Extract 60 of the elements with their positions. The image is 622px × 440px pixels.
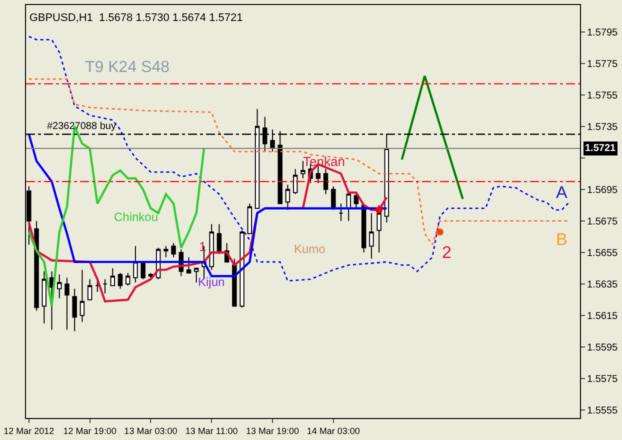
candlestick [42,270,47,324]
candlestick [164,246,168,258]
candlestick [346,192,351,222]
candlestick [232,258,237,307]
candlestick [133,246,138,283]
y-tick-label: 1.5635 [587,280,618,291]
y-tick-label: 1.5595 [587,342,618,354]
candlestick [34,220,39,312]
x-tick-label: 13 Mar 19:00 [246,426,300,436]
annotation: Kumo [294,242,326,256]
candlestick [316,165,321,184]
candlestick [247,203,252,234]
text: GBPUSD,H1 1.5678 1.5730 1.5674 1.5721 [29,12,243,24]
candlestick [285,184,290,210]
annotation: 1 [199,239,206,254]
ref-line-label: 1.5721 [585,143,616,154]
y-tick-label: 1.5555 [587,406,618,417]
candlestick [171,242,176,258]
candlestick [80,269,85,322]
y-tick-label: 1.5695 [587,184,618,196]
y-tick-label: 1.5655 [587,248,618,259]
candlestick [57,274,62,299]
candlestick [338,203,344,222]
annotation: Kijun [198,275,225,289]
candlestick [87,278,92,300]
x-tick-label: 12 Mar 19:00 [63,426,116,436]
annotation: A [556,183,568,202]
candlestick [194,268,199,283]
y-tick-label: 1.5675 [587,216,618,228]
annotation: B [556,230,568,249]
annotation: Tenkan [303,154,345,169]
candlestick [64,277,70,330]
annotation: 2 [442,243,452,262]
x-tick-label: 14 Mar 03:00 [306,426,360,436]
candlestick [118,272,123,290]
x-tick-label: 12 Mar 2012 [4,426,54,436]
candlestick [292,168,298,195]
candlestick [140,261,146,280]
candlestick [323,168,328,195]
y-tick-label: 1.5615 [587,311,618,322]
x-tick-label: 13 Mar 03:00 [124,426,178,436]
y-tick-label: 1.5795 [587,27,618,38]
candlestick [376,204,382,253]
candlestick [240,230,244,308]
candlestick [110,268,116,286]
y-tick-label: 1.5575 [587,374,618,386]
candlestick [72,288,77,332]
candlestick [126,272,130,286]
candlestick [102,278,108,294]
ref-line-label: #23627088 buy [47,121,116,132]
candlestick [186,256,192,274]
y-tick-label: 1.5735 [587,122,618,133]
candlestick [369,212,374,260]
y-tick-label: 1.5775 [587,58,618,70]
x-tick-label: 13 Mar 11:00 [185,426,238,436]
candlestick [216,224,222,255]
annotation: Chinkou [114,210,158,224]
annotation: T9 K24 S48 [85,59,170,76]
y-tick-label: 1.5755 [587,90,618,102]
candlestick [209,224,214,270]
